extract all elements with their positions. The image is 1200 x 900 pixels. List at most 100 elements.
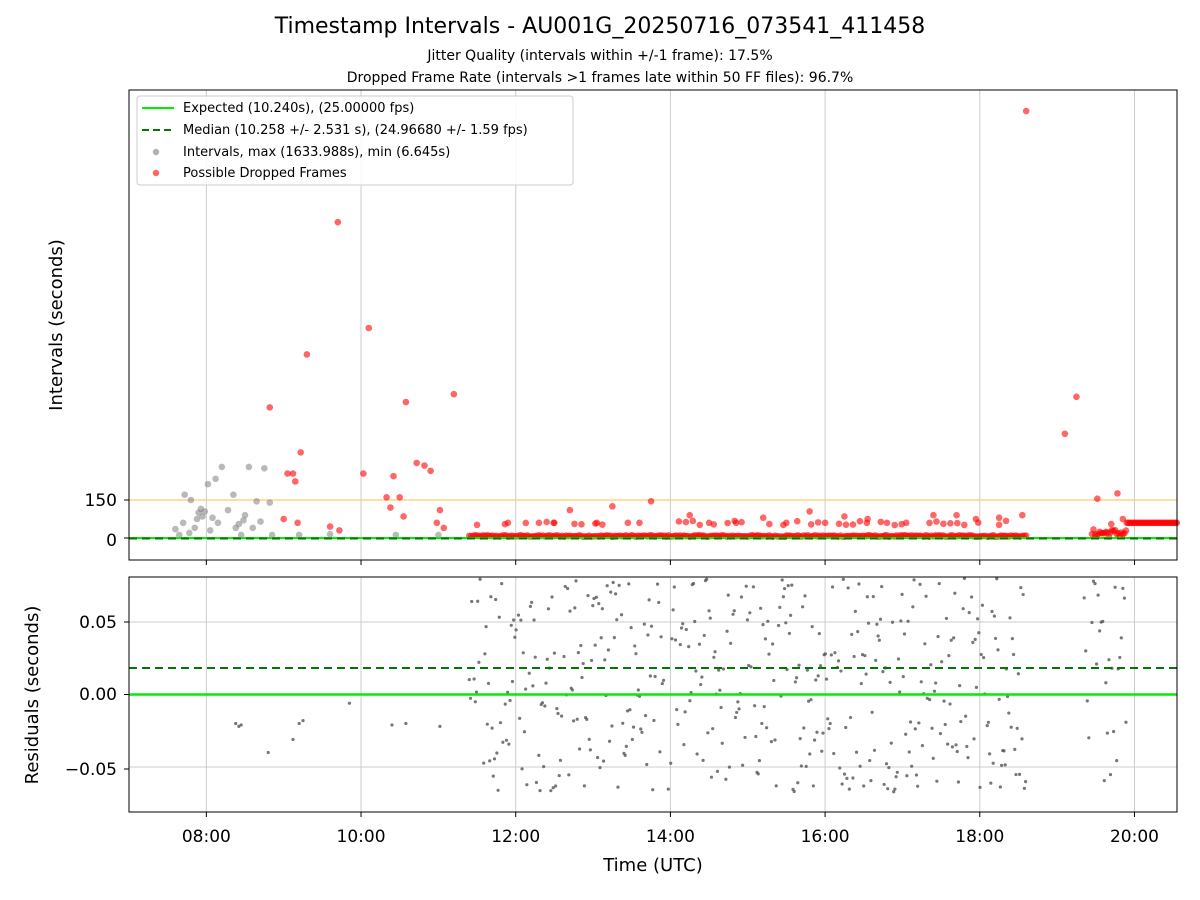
y-tick-label-neg: −0.05: [65, 760, 117, 780]
residual-point: [995, 577, 999, 581]
residual-point: [707, 609, 711, 613]
residual-point: [681, 622, 685, 626]
residual-point: [842, 772, 847, 776]
residual-point: [754, 734, 758, 739]
residual-point: [551, 786, 555, 790]
residual-point: [990, 609, 994, 614]
x-tick-label: 18:00: [955, 827, 1004, 847]
residual-point: [611, 580, 615, 585]
dropped-point: [396, 494, 404, 501]
residual-point: [503, 702, 507, 706]
residual-point: [743, 735, 747, 740]
residual-point: [1098, 629, 1102, 633]
residual-point: [713, 650, 717, 654]
residual-point: [765, 726, 769, 730]
residual-point: [954, 743, 958, 747]
residual-point: [741, 763, 745, 767]
residual-point: [810, 625, 814, 629]
residual-point: [582, 784, 586, 788]
residual-point: [605, 584, 609, 588]
residual-point: [593, 643, 597, 647]
residual-point: [772, 678, 776, 683]
residual-point: [793, 680, 797, 684]
dropped-point: [877, 518, 885, 526]
residual-point: [929, 663, 933, 667]
residual-point: [887, 766, 891, 770]
dropped-point: [1107, 520, 1115, 528]
dropped-point: [303, 351, 311, 358]
residual-point: [966, 756, 970, 760]
residual-point: [1104, 681, 1108, 685]
residual-point: [572, 719, 576, 723]
dropped-point: [383, 494, 390, 501]
residual-point: [817, 631, 821, 636]
residual-point: [470, 599, 474, 604]
residual-point: [509, 623, 513, 627]
residual-point: [585, 717, 589, 721]
residual-point: [720, 741, 724, 745]
residual-point: [731, 612, 735, 616]
x-tick-label: 20:00: [1110, 827, 1159, 847]
residual-point: [980, 603, 985, 607]
dropped-point: [807, 521, 815, 528]
dropped-point: [1022, 107, 1030, 115]
residual-point: [944, 616, 949, 621]
interval-point: [261, 464, 268, 472]
residual-point: [599, 636, 603, 640]
residual-point: [805, 668, 809, 672]
dropped-point: [686, 511, 694, 519]
residual-point: [631, 725, 636, 729]
residual-point: [759, 606, 763, 610]
residual-point: [836, 659, 841, 663]
residual-point: [886, 787, 890, 791]
residual-point: [846, 586, 850, 590]
residual-point: [660, 681, 664, 686]
dropped-point: [891, 521, 898, 529]
dropped-point: [1114, 490, 1121, 497]
residual-point: [889, 741, 893, 745]
residual-point: [729, 641, 733, 645]
residual-point: [297, 721, 301, 726]
interval-point: [175, 531, 183, 539]
residual-point: [955, 749, 959, 754]
residual-point: [579, 643, 583, 648]
dropped-point: [571, 520, 578, 528]
residual-point: [621, 721, 625, 725]
dropped-point: [473, 521, 481, 529]
residual-point: [936, 634, 940, 639]
legend-intervals-label: Intervals, max (1633.988s), min (6.645s): [183, 145, 450, 160]
residual-point: [852, 654, 856, 659]
dropped-point: [731, 517, 738, 525]
residual-point: [937, 581, 941, 586]
residual-point: [589, 658, 594, 663]
residual-point: [506, 690, 510, 694]
residual-point: [1118, 655, 1122, 660]
intervals-panel: 150 0 Intervals (seconds) Expected (10.2…: [46, 89, 1181, 561]
residual-point: [711, 727, 715, 731]
x-axis-label: Time (UTC): [602, 855, 703, 876]
interval-point: [392, 531, 400, 539]
residual-point: [586, 594, 590, 598]
residual-point: [528, 604, 533, 609]
residual-point: [958, 684, 962, 688]
residual-point: [998, 785, 1002, 789]
residual-point: [816, 674, 820, 678]
residual-point: [906, 619, 910, 623]
interval-point: [435, 531, 442, 539]
legend-median-label: Median (10.258 +/- 2.531 s), (24.96680 +…: [183, 123, 528, 138]
residual-point: [521, 651, 525, 655]
residual-point: [591, 604, 595, 608]
residual-point: [782, 586, 787, 591]
residual-point: [858, 764, 862, 768]
residual-point: [735, 710, 739, 715]
residual-point: [747, 663, 751, 668]
residual-point: [684, 627, 688, 632]
residual-point: [997, 697, 1001, 701]
residual-point: [902, 632, 907, 636]
dropped-point: [294, 519, 301, 527]
residual-point: [952, 636, 956, 640]
interval-point: [240, 516, 247, 524]
residual-point: [534, 780, 539, 785]
interval-point: [268, 531, 276, 539]
